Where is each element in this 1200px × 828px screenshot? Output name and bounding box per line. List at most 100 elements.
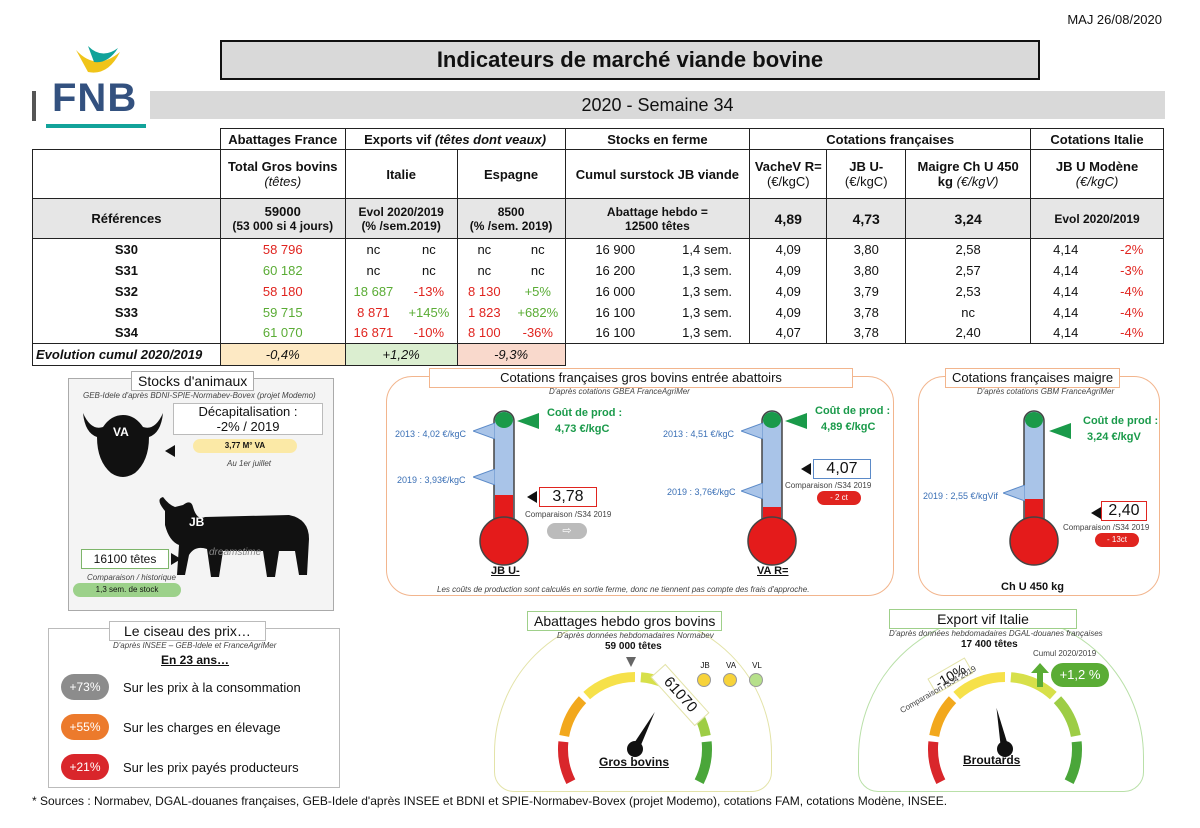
ciseau-period: En 23 ans… [161, 653, 230, 667]
col-italie: Italie [344, 149, 458, 199]
cell-week: S34 [32, 322, 221, 344]
jb-note: Comparaison / historique [87, 573, 176, 582]
export-label: Broutards [963, 753, 1021, 767]
jb-2013-arrow-icon [473, 423, 495, 439]
cell-it-pct: nc [401, 259, 458, 281]
maigre-cout-label: Coût de prod : [1083, 415, 1159, 427]
abattages-label: Gros bovins [599, 755, 670, 769]
cow-icon [83, 413, 163, 477]
jb-cout-value: 4,73 €/kgC [555, 423, 610, 435]
maigre-thermo-name: Ch U 450 kg [1001, 581, 1064, 593]
export-source: D'après données hebdomadaires DGAL-douan… [889, 629, 1103, 638]
cell-es-pct: nc [511, 238, 566, 260]
cell-stock: 16 000 [564, 280, 665, 302]
abattages-needle-icon [627, 711, 655, 757]
cotations-source: D'après cotations GBEA FranceAgriMer [549, 387, 690, 396]
ref-vache: 4,89 [749, 198, 828, 239]
maigre-ref-2019: 2019 : 2,55 €/kgVif [923, 491, 998, 501]
ciseau-item: +21% Sur les prix payés producteurs [61, 753, 299, 781]
va-cout-label: Coût de prod : [815, 405, 891, 417]
cell-stock: 16 900 [564, 238, 665, 260]
va-cout-arrow-icon [785, 413, 807, 429]
legend-item: VL [752, 661, 762, 670]
gauge-segment [953, 672, 1006, 700]
cell-maigre: 2,53 [905, 280, 1032, 302]
jb-neutral-badge: ⇨ [547, 523, 587, 539]
decap-value: -2% / 2019 [216, 419, 280, 434]
stocks-panel: Stocks d'animaux GEB-Idele d'après BDNI-… [68, 371, 334, 611]
col-maigre: Maigre Ch U 450 kg (€/kgV) [905, 149, 1032, 199]
ref-abattages: 59000 (53 000 si 4 jours) [219, 198, 346, 239]
cell-mod-pct: -3% [1100, 259, 1165, 281]
export-title: Export vif Italie [889, 609, 1077, 629]
cell-it-val: nc [344, 238, 402, 260]
abattages-panel: Abattages hebdo gros bovins D'après donn… [494, 611, 772, 792]
va-ref-2013: 2013 : 4,51 €/kgC [663, 429, 735, 439]
cell-abattages: 60 182 [219, 259, 346, 281]
table-row: S30 58 796 nc nc nc nc 16 900 1,4 sem. 4,09 3,80 2… [32, 238, 1165, 260]
cell-es-val: nc [456, 238, 512, 260]
ref-italie-jb: Evol 2020/2019 [1030, 198, 1164, 239]
jb-value-box: 3,78 [539, 487, 597, 507]
va-delta-badge: - 2 ct [817, 491, 861, 505]
va-label: VA [113, 425, 129, 439]
watermark: dreamstime [209, 547, 262, 558]
jb-thermo-name: JB U- [491, 565, 520, 577]
va-count-badge: 3,77 M° VA [193, 439, 297, 453]
cell-mod-pct: -4% [1100, 301, 1165, 323]
logo-rule [32, 91, 36, 121]
cell-it-val: nc [344, 259, 402, 281]
cell-maigre: nc [905, 301, 1032, 323]
week-banner: 2020 - Semaine 34 [150, 91, 1165, 119]
table-row: S32 58 180 18 687 -13% 8 130 +5% 16 000 1,3 sem… [32, 280, 1165, 302]
cell-jb: 3,80 [826, 259, 907, 281]
maigre-title: Cotations françaises maigre [945, 368, 1121, 388]
cell-es-pct: +5% [511, 280, 566, 302]
evolution-row: Evolution cumul 2020/2019 -0,4% +1,2% -9… [32, 343, 1164, 366]
va-2019-arrow-icon [741, 483, 763, 499]
needle-hub [997, 741, 1013, 757]
maigre-thermometer-icon [1009, 410, 1059, 566]
cell-es-pct: -36% [511, 322, 566, 344]
export-needle-icon [996, 707, 1013, 757]
export-reference: 17 400 têtes [961, 639, 1018, 650]
cell-jb: 3,80 [826, 238, 907, 260]
va-ref-2019: 2019 : 3,76€/kgC [667, 487, 736, 497]
pointer-right-icon [171, 553, 181, 565]
cell-stock: 16 100 [564, 322, 665, 344]
ciseau-item: +73% Sur les prix à la consommation [61, 673, 301, 701]
ciseau-item-text: Sur les prix à la consommation [123, 679, 301, 695]
references-row: Références 59000 (53 000 si 4 jours) Evol… [32, 198, 1164, 239]
cell-jb: 3,78 [826, 322, 907, 344]
cell-vache: 4,09 [749, 238, 828, 260]
maigre-panel: Cotations françaises maigre D'après cota… [918, 368, 1160, 596]
cell-stock-sem: 1,3 sem. [664, 322, 751, 344]
maigre-source: D'après cotations GBM FranceAgriMer [977, 387, 1115, 396]
cell-mod-pct: -4% [1100, 280, 1165, 302]
logo-underline [46, 124, 146, 128]
col-abattages: Total Gros bovins (têtes) [219, 149, 346, 199]
cell-mod: 4,14 [1030, 238, 1101, 260]
ciseau-item: +55% Sur les charges en élevage [61, 713, 281, 741]
stocks-source: GEB-Idele d'après BDNI-SPIE-Normabev-Bov… [83, 391, 316, 400]
cell-vache: 4,09 [749, 280, 828, 302]
ref-stocks: Abattage hebdo = 12500 têtes [564, 198, 751, 239]
sources-footer: * Sources : Normabev, DGAL-douanes franç… [32, 794, 948, 808]
date-note: Au 1er juillet [227, 459, 272, 468]
logo-text: FNB [52, 76, 138, 120]
gauge-segment [929, 696, 957, 738]
maigre-cout-value: 3,24 €/kgV [1087, 431, 1141, 443]
va-thermo-name: VA R= [757, 565, 789, 577]
jb-label: JB [189, 515, 205, 529]
cell-week: S33 [32, 301, 221, 323]
jb-2019-arrow-icon [473, 469, 495, 485]
cell-mod: 4,14 [1030, 322, 1101, 344]
cell-week: S31 [32, 259, 221, 281]
gauge-segment [1010, 672, 1057, 700]
needle-hub [627, 741, 643, 757]
cell-it-val: 16 871 [344, 322, 402, 344]
gauge-segment [1053, 696, 1081, 738]
cell-mod: 4,14 [1030, 259, 1101, 281]
abattages-source: D'après données hebdomadaires Normabev [557, 631, 714, 640]
jb-cout-label: Coût de prod : [547, 407, 623, 419]
